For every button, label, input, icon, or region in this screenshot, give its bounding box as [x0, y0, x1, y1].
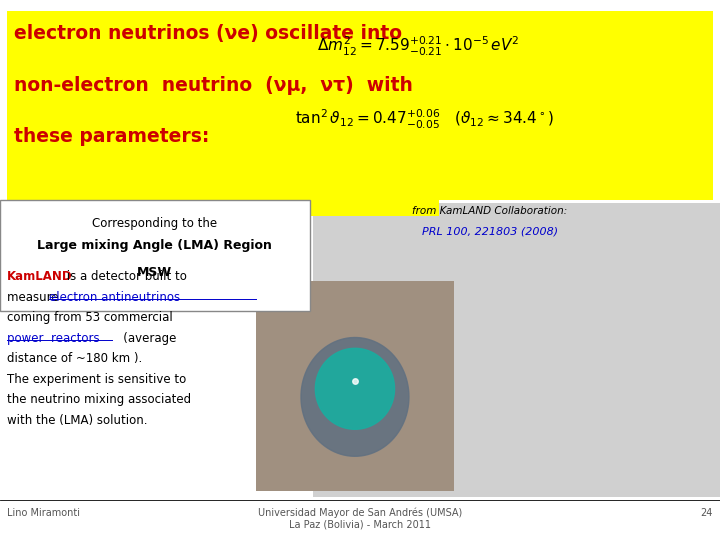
Text: is a detector built to: is a detector built to: [63, 270, 186, 283]
Text: non-electron  neutrino  (νμ,  ντ)  with: non-electron neutrino (νμ, ντ) with: [14, 76, 413, 94]
Text: electron neutrinos (νe) oscillate into: electron neutrinos (νe) oscillate into: [14, 24, 402, 43]
Text: these parameters:: these parameters:: [14, 127, 210, 146]
Text: Corresponding to the: Corresponding to the: [92, 217, 217, 230]
Text: from KamLAND Collaboration:: from KamLAND Collaboration:: [412, 206, 567, 217]
Text: Lino Miramonti: Lino Miramonti: [7, 508, 80, 518]
FancyBboxPatch shape: [0, 200, 310, 310]
FancyBboxPatch shape: [0, 262, 256, 497]
Text: $\tan^2\vartheta_{12} = 0.47^{+0.06}_{-0.05} \quad (\vartheta_{12} \approx 34.4^: $\tan^2\vartheta_{12} = 0.47^{+0.06}_{-0…: [295, 108, 554, 131]
FancyBboxPatch shape: [288, 11, 713, 200]
Text: KamLAND: KamLAND: [7, 270, 73, 283]
Text: the neutrino mixing associated: the neutrino mixing associated: [7, 393, 192, 406]
Polygon shape: [315, 348, 395, 429]
Text: $\Delta m^2_{12} = 7.59^{+0.21}_{-0.21} \cdot 10^{-5}\,eV^2$: $\Delta m^2_{12} = 7.59^{+0.21}_{-0.21} …: [317, 35, 519, 58]
Text: The experiment is sensitive to: The experiment is sensitive to: [7, 373, 186, 386]
FancyBboxPatch shape: [313, 202, 720, 497]
Text: 24: 24: [701, 508, 713, 518]
FancyBboxPatch shape: [7, 11, 439, 216]
Text: Large mixing Angle (LMA) Region: Large mixing Angle (LMA) Region: [37, 239, 272, 252]
Text: distance of ~180 km ).: distance of ~180 km ).: [7, 352, 143, 365]
Text: coming from 53 commercial: coming from 53 commercial: [7, 311, 173, 324]
Text: with the (LMA) solution.: with the (LMA) solution.: [7, 414, 148, 427]
Text: power  reactors: power reactors: [7, 332, 100, 345]
Text: electron antineutrinos: electron antineutrinos: [49, 291, 180, 303]
Text: MSW: MSW: [138, 266, 172, 279]
Text: Universidad Mayor de San Andrés (UMSA)
La Paz (Bolivia) - March 2011: Universidad Mayor de San Andrés (UMSA) L…: [258, 508, 462, 530]
Text: PRL 100, 221803 (2008): PRL 100, 221803 (2008): [421, 227, 558, 237]
Text: (average: (average: [112, 332, 176, 345]
Text: measure: measure: [7, 291, 63, 303]
FancyBboxPatch shape: [256, 281, 454, 491]
Polygon shape: [301, 338, 409, 456]
